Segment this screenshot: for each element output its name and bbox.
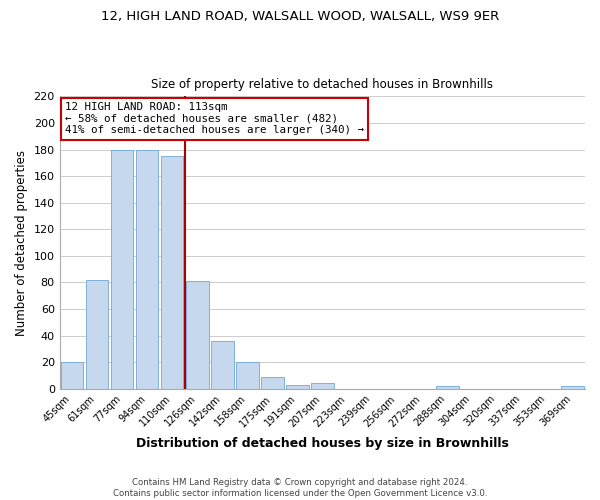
Bar	[311, 384, 334, 389]
Bar	[286, 385, 308, 389]
Bar	[211, 341, 233, 389]
Bar	[261, 377, 284, 389]
Text: Contains HM Land Registry data © Crown copyright and database right 2024.
Contai: Contains HM Land Registry data © Crown c…	[113, 478, 487, 498]
Title: Size of property relative to detached houses in Brownhills: Size of property relative to detached ho…	[151, 78, 493, 91]
Bar	[436, 386, 458, 389]
Bar	[236, 362, 259, 389]
Y-axis label: Number of detached properties: Number of detached properties	[15, 150, 28, 336]
Bar	[186, 281, 209, 389]
Text: 12, HIGH LAND ROAD, WALSALL WOOD, WALSALL, WS9 9ER: 12, HIGH LAND ROAD, WALSALL WOOD, WALSAL…	[101, 10, 499, 23]
Bar	[561, 386, 584, 389]
X-axis label: Distribution of detached houses by size in Brownhills: Distribution of detached houses by size …	[136, 437, 509, 450]
Bar	[111, 150, 133, 389]
Bar	[61, 362, 83, 389]
Bar	[161, 156, 184, 389]
Bar	[86, 280, 109, 389]
Bar	[136, 150, 158, 389]
Text: 12 HIGH LAND ROAD: 113sqm
← 58% of detached houses are smaller (482)
41% of semi: 12 HIGH LAND ROAD: 113sqm ← 58% of detac…	[65, 102, 364, 136]
